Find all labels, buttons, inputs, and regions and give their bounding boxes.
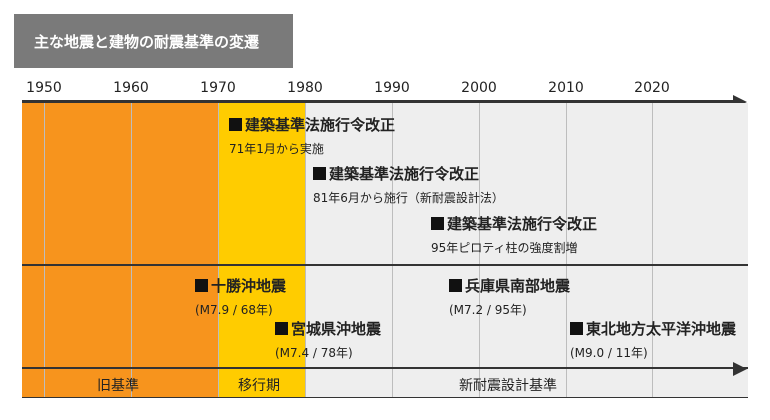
era-axis-arrowhead xyxy=(733,362,747,376)
earthquake-title: 十勝沖地震 xyxy=(211,277,287,295)
section-divider xyxy=(22,264,748,266)
grid-line xyxy=(392,103,393,397)
grid-line xyxy=(305,103,306,397)
year-label: 2010 xyxy=(548,80,584,96)
revision-1981: 建築基準法施行令改正 81年6月から施行（新耐震設計法） xyxy=(313,163,504,206)
era-band-transition xyxy=(218,103,305,397)
era-label-new: 新耐震設計基準 xyxy=(459,378,557,394)
revision-note: 95年ピロティ柱の強度割増 xyxy=(431,241,578,255)
revision-1995: 建築基準法施行令改正 95年ピロティ柱の強度割増 xyxy=(431,213,597,256)
square-bullet-icon xyxy=(229,118,242,131)
earthquake-miyagi: 宮城県沖地震 (M7.4 / 78年) xyxy=(275,318,381,361)
revision-title: 建築基準法施行令改正 xyxy=(245,116,396,134)
bottom-border xyxy=(22,397,748,398)
earthquake-hyogo: 兵庫県南部地震 (M7.2 / 95年) xyxy=(449,275,570,318)
timeline-axis xyxy=(22,100,735,103)
grid-line xyxy=(566,103,567,397)
era-axis-line xyxy=(22,367,748,369)
earthquake-note: (M7.9 / 68年) xyxy=(195,303,273,317)
earthquake-title: 東北地方太平洋沖地震 xyxy=(586,320,737,338)
grid-line xyxy=(479,103,480,397)
year-label: 1960 xyxy=(113,80,149,96)
earthquake-note: (M9.0 / 11年) xyxy=(570,346,648,360)
era-band-new xyxy=(305,103,748,397)
year-label: 2020 xyxy=(634,80,670,96)
year-label: 2000 xyxy=(461,80,497,96)
square-bullet-icon xyxy=(431,217,444,230)
revision-note: 81年6月から施行（新耐震設計法） xyxy=(313,191,504,205)
square-bullet-icon xyxy=(195,279,208,292)
diagram-title: 主な地震と建物の耐震基準の変遷 xyxy=(14,14,293,68)
year-label: 1970 xyxy=(200,80,236,96)
square-bullet-icon xyxy=(570,322,583,335)
square-bullet-icon xyxy=(275,322,288,335)
revision-title: 建築基準法施行令改正 xyxy=(447,215,598,233)
year-label: 1980 xyxy=(287,80,323,96)
grid-line xyxy=(131,103,132,397)
era-band-old xyxy=(22,103,218,397)
grid-line xyxy=(652,103,653,397)
earthquake-title: 宮城県沖地震 xyxy=(291,320,382,338)
grid-line xyxy=(44,103,45,397)
earthquake-note: (M7.2 / 95年) xyxy=(449,303,527,317)
square-bullet-icon xyxy=(449,279,462,292)
era-label-transition: 移行期 xyxy=(238,378,280,394)
era-label-old: 旧基準 xyxy=(97,378,139,394)
square-bullet-icon xyxy=(313,167,326,180)
year-label: 1950 xyxy=(26,80,62,96)
earthquake-title: 兵庫県南部地震 xyxy=(465,277,571,295)
revision-note: 71年1月から実施 xyxy=(229,142,324,156)
earthquake-note: (M7.4 / 78年) xyxy=(275,346,353,360)
revision-title: 建築基準法施行令改正 xyxy=(329,165,480,183)
year-label: 1990 xyxy=(374,80,410,96)
earthquake-tokachi: 十勝沖地震 (M7.9 / 68年) xyxy=(195,275,286,318)
grid-line xyxy=(218,103,219,397)
earthquake-tohoku: 東北地方太平洋沖地震 (M9.0 / 11年) xyxy=(570,318,736,361)
revision-1971: 建築基準法施行令改正 71年1月から実施 xyxy=(229,114,395,157)
